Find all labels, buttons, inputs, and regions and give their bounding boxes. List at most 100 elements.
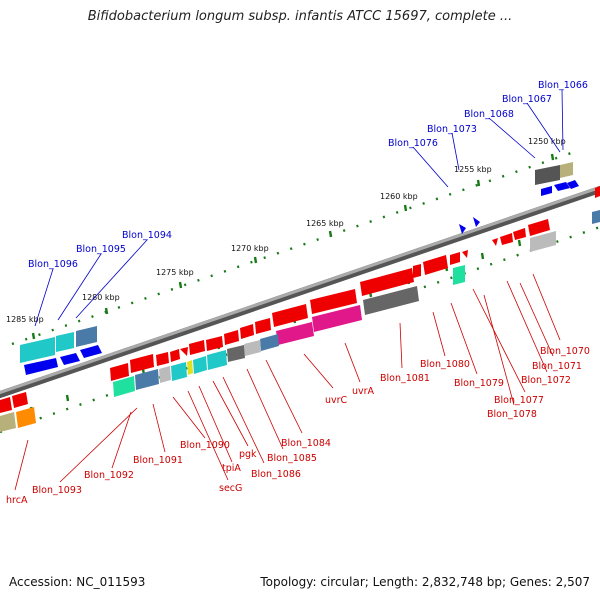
gene-arrow bbox=[260, 334, 279, 351]
genome-summary: Topology: circular; Length: 2,832,748 bp… bbox=[260, 575, 590, 589]
gene-arrow bbox=[156, 352, 169, 366]
gene-arrow bbox=[180, 347, 188, 356]
gene-label: Blon_1080 bbox=[420, 359, 470, 370]
gene-arrow bbox=[541, 186, 552, 196]
gene-arrow bbox=[0, 412, 16, 432]
backbone-shadow bbox=[0, 185, 600, 399]
gene-arrow bbox=[159, 366, 171, 383]
gene-arrow bbox=[592, 210, 600, 224]
gene-arrow bbox=[207, 350, 227, 370]
gene-arrow bbox=[413, 264, 421, 278]
gene-label: Blon_1066 bbox=[538, 80, 588, 91]
reverse-leaders bbox=[14, 273, 561, 491]
gene-label: uvrC bbox=[325, 395, 348, 406]
gene-label: Blon_1078 bbox=[487, 409, 537, 420]
gene-arrow bbox=[360, 268, 414, 296]
gene-arrow bbox=[423, 255, 448, 275]
gene-arrow bbox=[76, 326, 97, 347]
tick-label: 1275 kbp bbox=[156, 268, 194, 277]
gene-label: Blon_1071 bbox=[532, 361, 582, 372]
gene-label: Blon_1091 bbox=[133, 455, 183, 466]
tick-label: 1270 kbp bbox=[231, 244, 269, 253]
gene-label: Blon_1079 bbox=[454, 378, 504, 389]
gene-label: Blon_1076 bbox=[388, 138, 438, 149]
gene-arrow bbox=[130, 354, 154, 373]
gene-label: Blon_1095 bbox=[76, 244, 126, 255]
gene-arrow bbox=[530, 231, 556, 252]
gene-arrow bbox=[310, 289, 357, 314]
gene-label: hrcA bbox=[6, 495, 28, 506]
gene-arrow bbox=[276, 322, 314, 345]
gene-arrow bbox=[189, 340, 205, 355]
tick-label: 1280 kbp bbox=[82, 293, 120, 302]
gene-label: pgk bbox=[239, 449, 257, 460]
gene-label: Blon_1085 bbox=[267, 453, 317, 464]
gene-label: tpiA bbox=[222, 463, 241, 474]
gene-arrow bbox=[24, 358, 58, 375]
gene-arrow bbox=[113, 376, 135, 397]
gene-arrow bbox=[554, 182, 570, 191]
gene-arrow bbox=[244, 340, 261, 356]
gene-arrow bbox=[80, 345, 102, 358]
reverse-genes bbox=[0, 186, 600, 432]
gene-arrow bbox=[528, 219, 550, 236]
gene-arrow bbox=[171, 362, 187, 381]
gene-arrow bbox=[363, 286, 419, 315]
gene-arrow bbox=[110, 363, 129, 381]
gene-label: Blon_1093 bbox=[32, 485, 82, 496]
backbone bbox=[0, 185, 600, 395]
gene-label: Blon_1090 bbox=[180, 440, 230, 451]
gene-arrow bbox=[492, 238, 498, 246]
gene-label: Blon_1094 bbox=[122, 230, 172, 241]
gene-arrow bbox=[12, 392, 28, 408]
gene-arrow bbox=[462, 250, 468, 258]
gene-arrow bbox=[567, 180, 579, 189]
gene-label: secG bbox=[219, 483, 242, 494]
gene-label: Blon_1096 bbox=[28, 259, 78, 270]
gene-arrow bbox=[453, 265, 465, 285]
tick-label: 1285 kbp bbox=[6, 315, 44, 324]
gene-label: Blon_1067 bbox=[502, 94, 552, 105]
gene-arrow bbox=[0, 397, 12, 413]
gene-arrow bbox=[255, 318, 271, 334]
gene-arrow bbox=[272, 304, 308, 327]
gene-arrow bbox=[135, 369, 159, 390]
map-title: Bifidobacterium longum subsp. infantis A… bbox=[87, 9, 513, 24]
gene-label: Blon_1070 bbox=[540, 346, 590, 357]
gene-arrow bbox=[513, 228, 526, 240]
gene-arrow bbox=[240, 324, 254, 339]
forward-leaders bbox=[34, 89, 564, 327]
gene-label: Blon_1072 bbox=[521, 375, 571, 386]
gene-arrow bbox=[535, 165, 560, 185]
gene-arrow bbox=[187, 360, 193, 375]
gene-label: Blon_1084 bbox=[281, 438, 331, 449]
tick-label: 1260 kbp bbox=[380, 192, 418, 201]
gene-arrow bbox=[500, 233, 513, 245]
gene-arrow bbox=[16, 407, 36, 428]
major-ticks bbox=[29, 153, 555, 414]
gene-label: Blon_1092 bbox=[84, 470, 134, 481]
gene-arrow bbox=[560, 162, 573, 178]
gene-arrow bbox=[595, 186, 600, 198]
gene-arrow bbox=[473, 217, 480, 227]
gene-label: uvrA bbox=[352, 386, 375, 397]
gene-label: Blon_1077 bbox=[494, 395, 544, 406]
accession-text: Accession: NC_011593 bbox=[9, 575, 146, 589]
gene-label: Blon_1086 bbox=[251, 469, 301, 480]
gene-arrow bbox=[459, 224, 466, 234]
gene-label: Blon_1068 bbox=[464, 109, 514, 120]
tick-label: 1255 kbp bbox=[454, 165, 492, 174]
gene-arrow bbox=[227, 345, 245, 362]
gene-label: Blon_1073 bbox=[427, 124, 477, 135]
tick-label: 1265 kbp bbox=[306, 219, 344, 228]
gene-label: Blon_1081 bbox=[380, 373, 430, 384]
forward-genes bbox=[20, 162, 579, 375]
gene-arrow bbox=[170, 349, 180, 362]
gene-arrow bbox=[312, 305, 362, 332]
gene-arrow bbox=[60, 353, 80, 365]
gene-arrow bbox=[193, 356, 207, 374]
tick-label: 1250 kbp bbox=[528, 137, 566, 146]
gene-arrow bbox=[450, 252, 460, 265]
gene-arrow bbox=[56, 332, 74, 352]
